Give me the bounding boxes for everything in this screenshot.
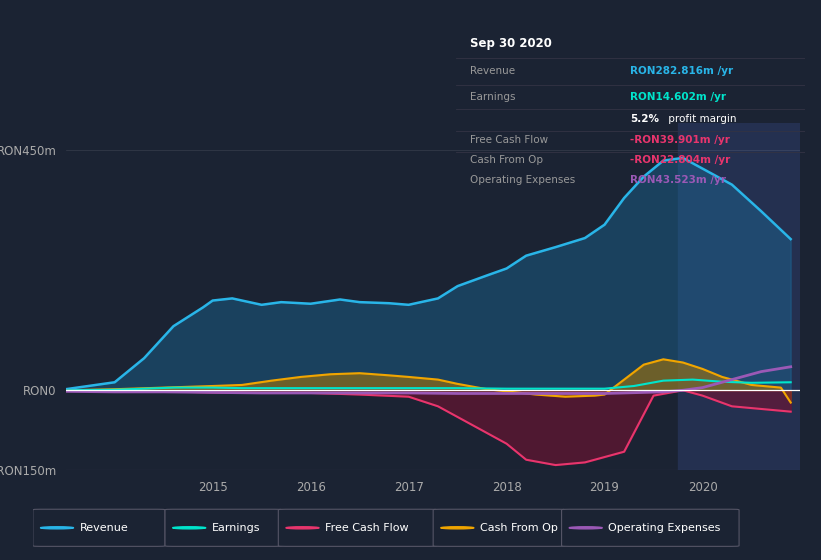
Text: Revenue: Revenue: [470, 67, 515, 77]
Circle shape: [441, 527, 474, 529]
Text: RON14.602m /yr: RON14.602m /yr: [631, 92, 726, 102]
Bar: [678, 123, 800, 470]
FancyBboxPatch shape: [562, 509, 739, 547]
Circle shape: [172, 527, 206, 529]
Text: Cash From Op: Cash From Op: [470, 155, 543, 165]
Circle shape: [286, 527, 319, 529]
Text: Operating Expenses: Operating Expenses: [608, 523, 721, 533]
FancyBboxPatch shape: [433, 509, 566, 547]
Text: Earnings: Earnings: [212, 523, 260, 533]
Text: Free Cash Flow: Free Cash Flow: [325, 523, 409, 533]
Text: profit margin: profit margin: [665, 114, 736, 124]
Circle shape: [40, 527, 74, 529]
Text: 5.2%: 5.2%: [631, 114, 659, 124]
Text: -RON39.901m /yr: -RON39.901m /yr: [631, 135, 730, 145]
Text: -RON22.804m /yr: -RON22.804m /yr: [631, 155, 731, 165]
Text: Revenue: Revenue: [80, 523, 128, 533]
Text: Sep 30 2020: Sep 30 2020: [470, 37, 552, 50]
Text: Free Cash Flow: Free Cash Flow: [470, 135, 548, 145]
Text: RON282.816m /yr: RON282.816m /yr: [631, 67, 733, 77]
Text: Cash From Op: Cash From Op: [480, 523, 557, 533]
Text: Earnings: Earnings: [470, 92, 515, 102]
Text: RON43.523m /yr: RON43.523m /yr: [631, 175, 726, 185]
FancyBboxPatch shape: [33, 509, 165, 547]
Text: Operating Expenses: Operating Expenses: [470, 175, 575, 185]
FancyBboxPatch shape: [278, 509, 437, 547]
FancyBboxPatch shape: [165, 509, 282, 547]
Circle shape: [569, 527, 603, 529]
